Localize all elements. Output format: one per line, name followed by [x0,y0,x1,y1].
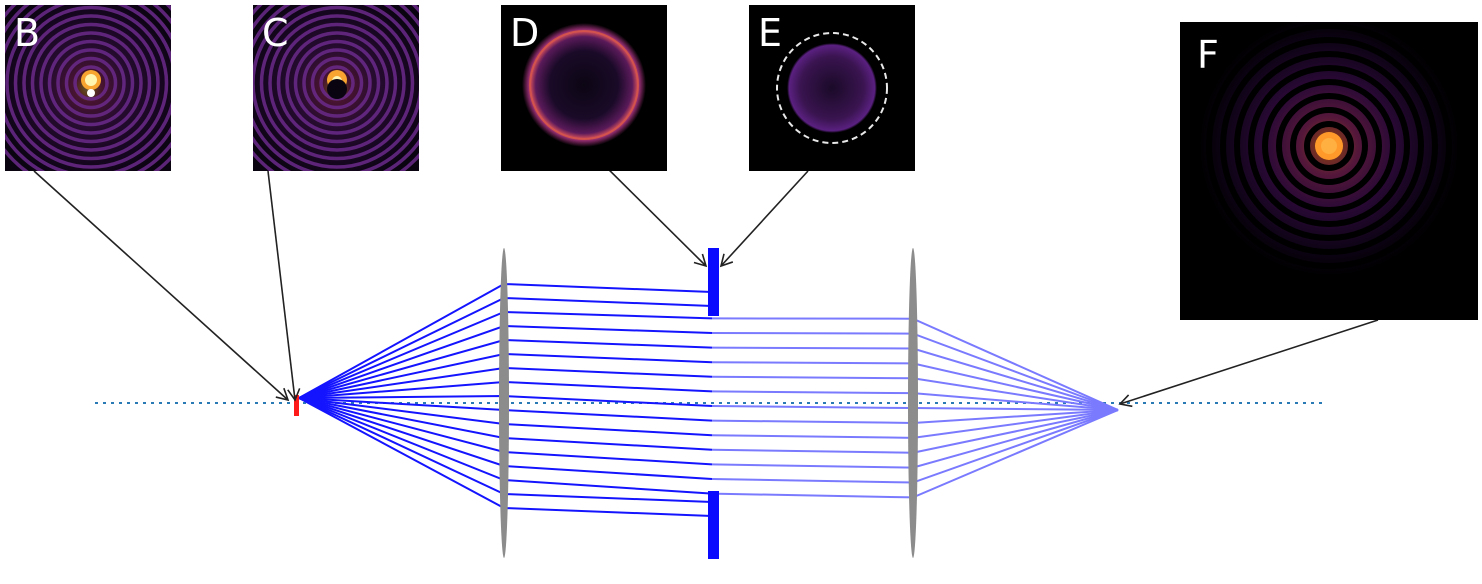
fringe-ring [285,31,389,135]
ray-bundle [298,282,1119,517]
fringe-ring [1206,23,1452,269]
aperture-stop-bottom [708,491,719,559]
lens-left [499,248,509,558]
fringe-ring [276,22,398,144]
panel-label-c: C [262,11,289,55]
fringe-ring [47,39,135,127]
fringe-ring [1276,93,1382,199]
fringe-ring [268,14,406,152]
fringe-ring [39,31,143,135]
fringe-ring [13,5,169,161]
panel-b: B [5,5,171,171]
arrow-b [33,170,290,402]
arrow-f [1118,319,1379,408]
fringe-ring [64,56,118,110]
fringe-ring [1234,51,1424,241]
fringe-ring [1220,37,1438,255]
fringe-ring [259,5,415,161]
point-source [294,395,299,416]
fringe-ring [293,39,381,127]
panel-f: F [1180,22,1478,320]
panel-e: E [749,5,915,171]
panel-c: C [253,5,419,171]
fringe-ring [310,56,364,110]
fringe-ring [1248,65,1410,227]
arrow-c [267,170,301,402]
fringe-ring [1290,107,1368,185]
panel-label-d: D [510,11,539,55]
panel-d: D [501,5,667,171]
fringe-ring [1262,79,1396,213]
panel-label-b: B [14,11,40,55]
fringe-ring [73,65,109,101]
arrow-e [719,170,809,268]
fringe-ring [1304,121,1354,171]
fringe-ring [302,48,372,118]
fringe-ring [253,5,419,169]
fringe-ring [1192,22,1466,283]
panel-label-e: E [758,11,782,55]
fringe-ring [22,14,160,152]
aperture-stop-top [708,248,719,316]
fringe-ring [56,48,126,118]
panel-label-f: F [1197,33,1219,77]
fringe-ring [1180,22,1478,297]
fringe-ring [30,22,152,144]
lens-right [908,248,918,558]
fringe-ring [5,5,171,169]
